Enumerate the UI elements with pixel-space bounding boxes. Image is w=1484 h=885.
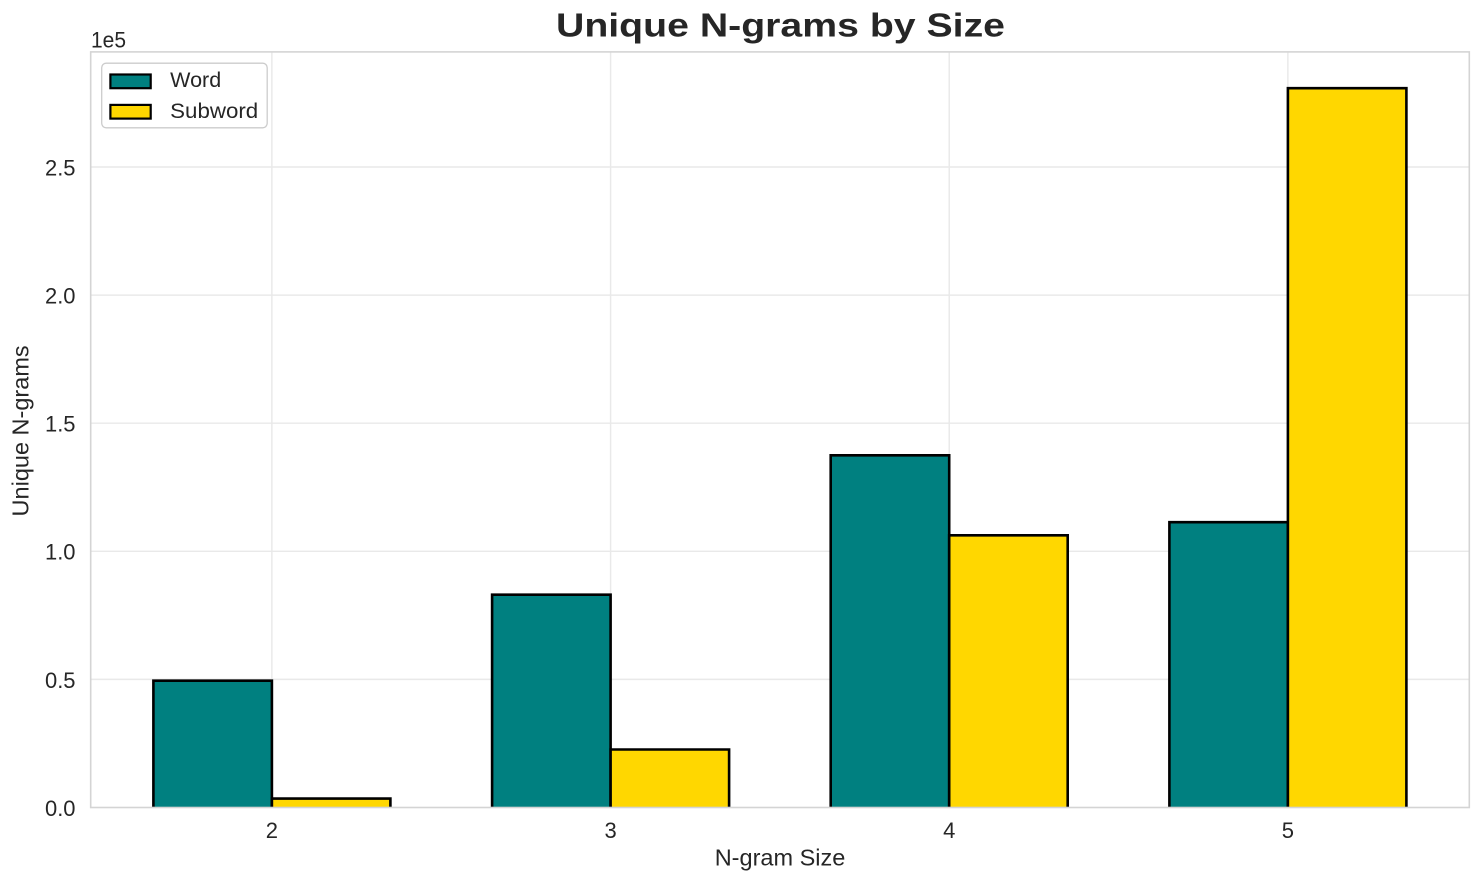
svg-text:2.0: 2.0: [45, 284, 76, 309]
svg-text:1.5: 1.5: [45, 412, 76, 437]
svg-text:2: 2: [266, 818, 278, 843]
svg-text:5: 5: [1282, 818, 1294, 843]
svg-text:0.0: 0.0: [45, 796, 76, 821]
svg-text:3: 3: [604, 818, 616, 843]
svg-text:1.0: 1.0: [45, 540, 76, 565]
svg-text:Word: Word: [170, 68, 221, 92]
svg-text:4: 4: [943, 818, 955, 843]
svg-text:0.5: 0.5: [45, 668, 76, 693]
svg-text:Unique N-grams: Unique N-grams: [8, 345, 34, 516]
svg-text:Subword: Subword: [170, 99, 258, 123]
svg-text:1e5: 1e5: [91, 27, 126, 52]
svg-text:Unique N-grams by Size: Unique N-grams by Size: [556, 7, 1005, 44]
svg-text:N-gram Size: N-gram Size: [715, 845, 846, 871]
svg-text:2.5: 2.5: [45, 155, 76, 180]
